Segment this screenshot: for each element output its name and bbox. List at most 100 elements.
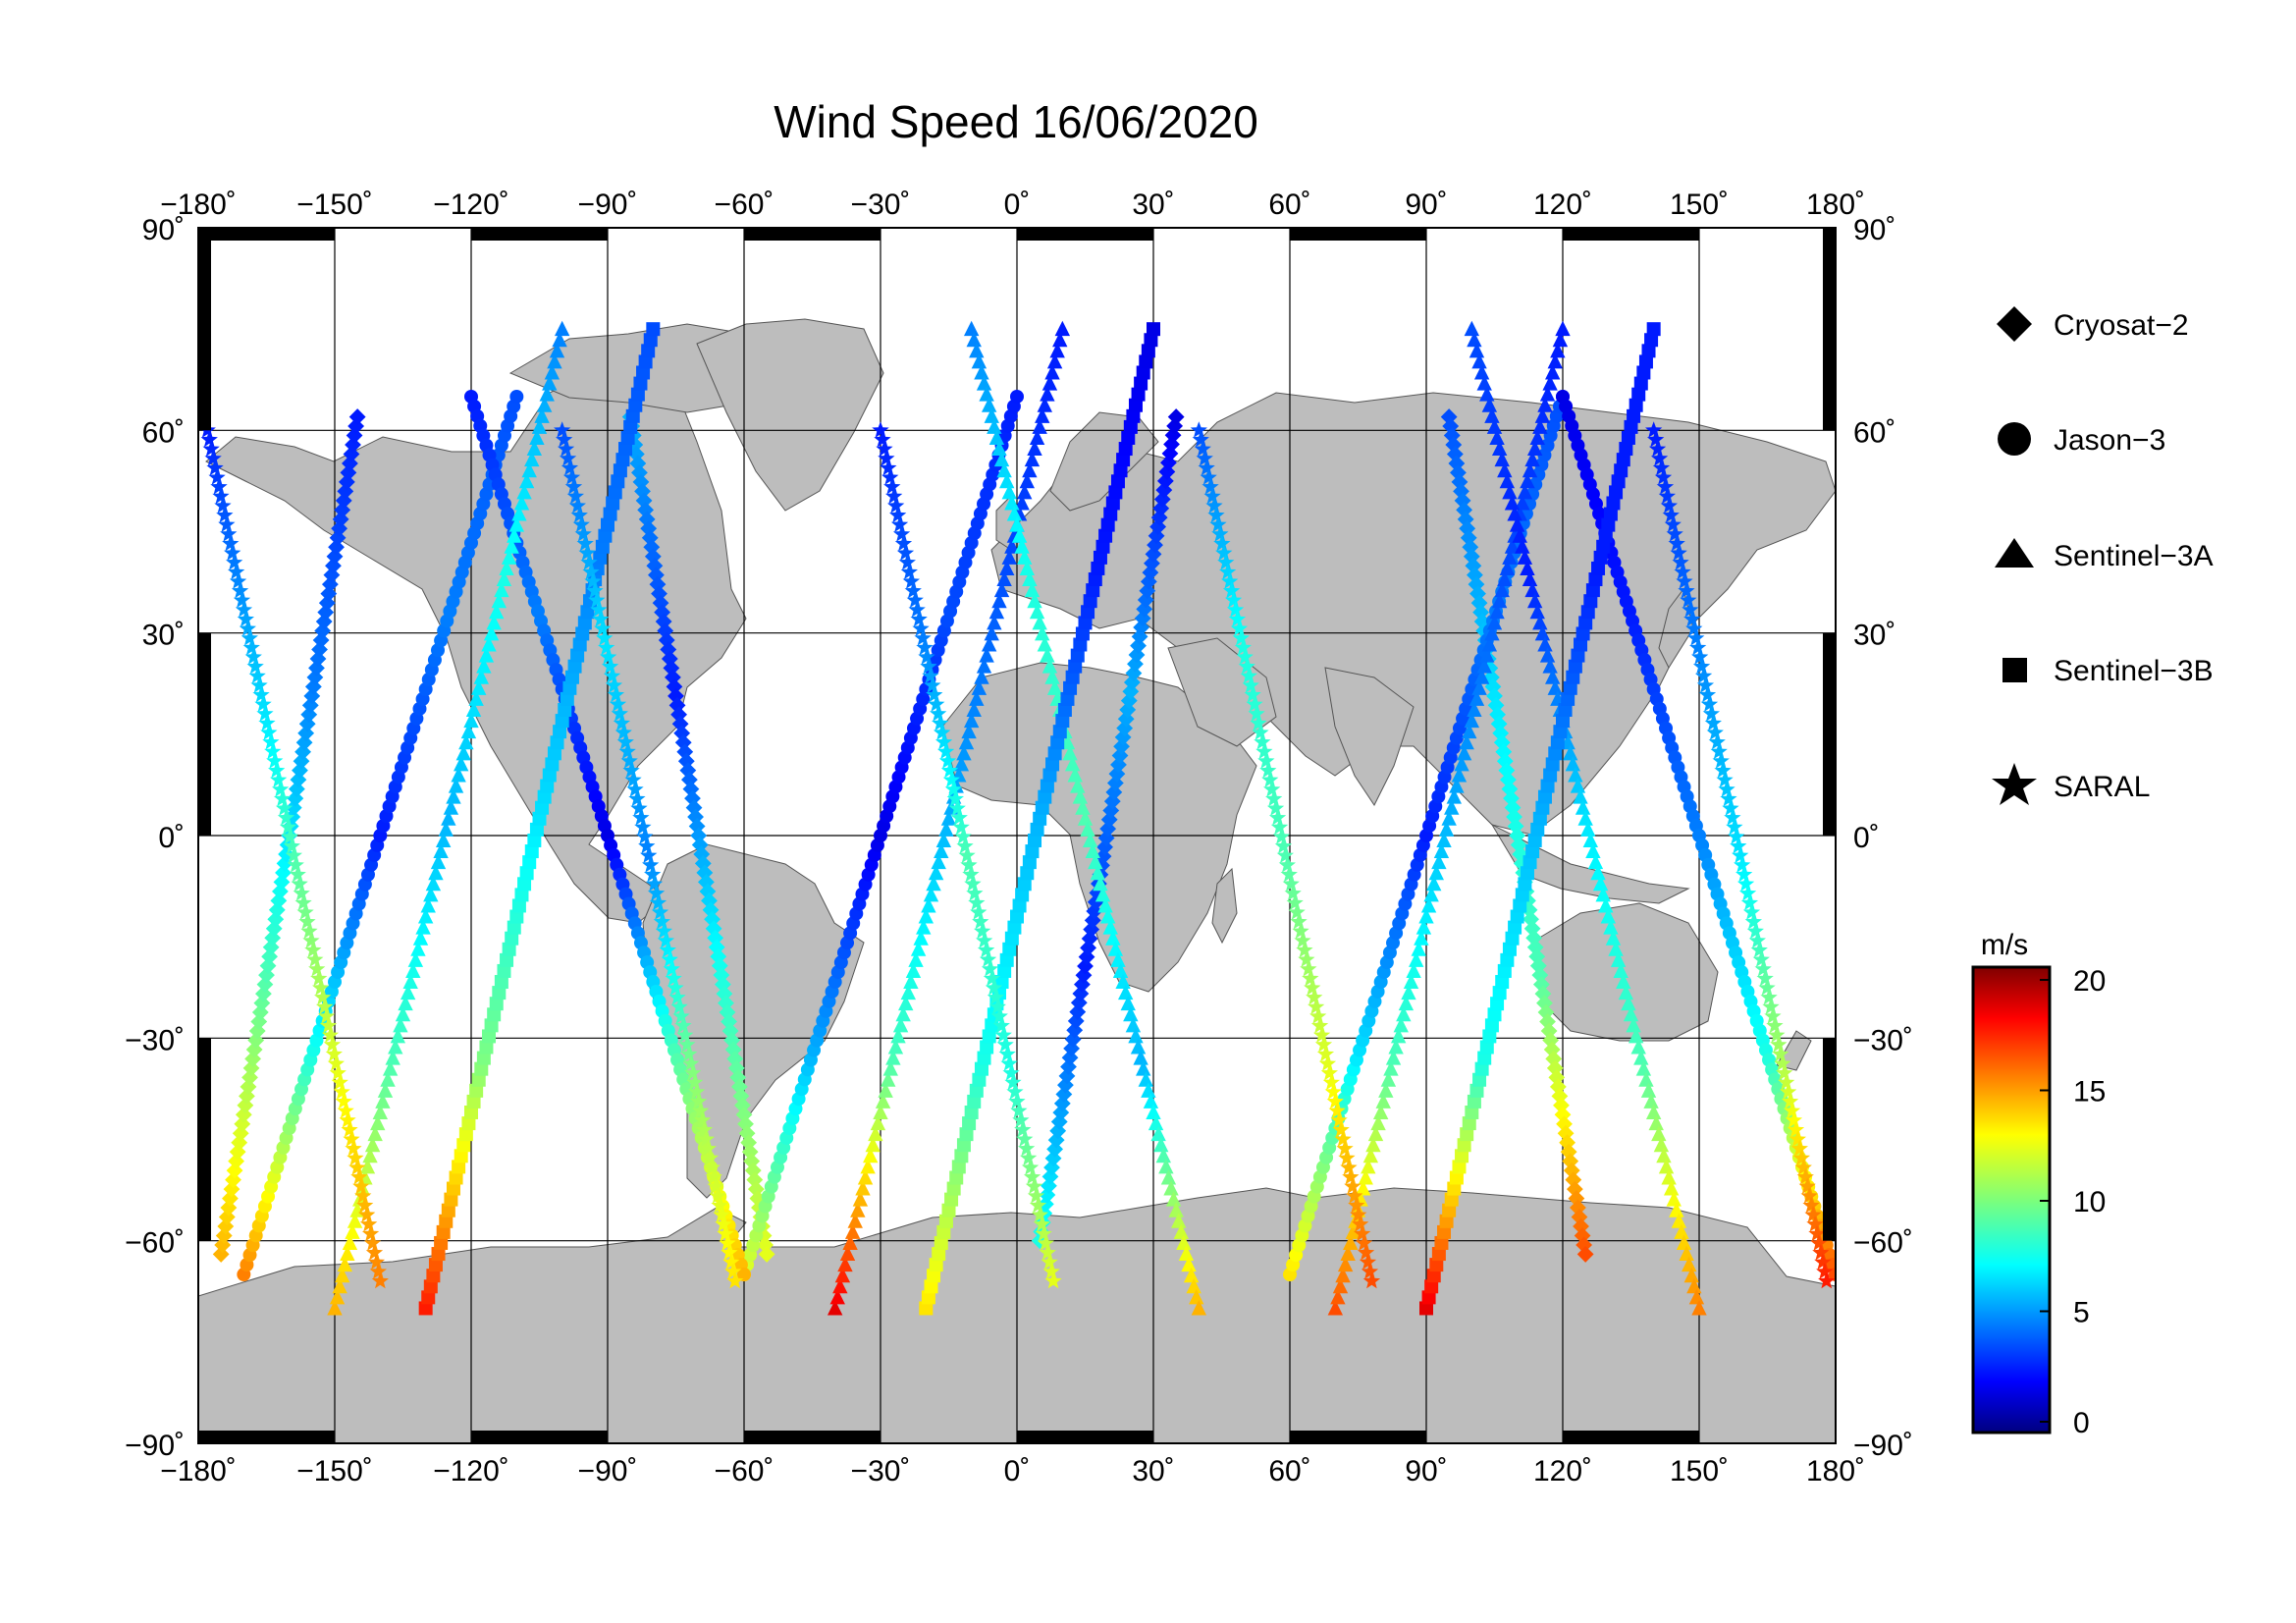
track-point-star: [343, 1130, 360, 1147]
track-point-square: [1429, 1258, 1444, 1272]
track-point-star: [719, 1234, 736, 1251]
track-point-star: [709, 1187, 726, 1204]
track-point-square: [567, 659, 582, 674]
track-point-square: [577, 616, 592, 630]
track-point-square: [1075, 626, 1090, 641]
track-point-triangle: [1473, 364, 1490, 380]
track-point-triangle: [435, 832, 452, 847]
track-point-triangle: [513, 495, 530, 511]
track-point-triangle: [1337, 1256, 1354, 1272]
track-point-star: [906, 591, 924, 608]
track-point-triangle: [1502, 549, 1518, 565]
track-point-square: [1035, 800, 1049, 815]
track-point-star: [936, 742, 955, 760]
track-point-triangle: [1001, 483, 1017, 500]
track-point-square: [1644, 333, 1659, 348]
map-frame: [197, 227, 1837, 1444]
track-point-star: [1752, 950, 1770, 967]
track-point-star: [341, 1120, 358, 1138]
track-point-star: [657, 932, 674, 948]
track-point-square: [951, 1160, 966, 1174]
track-point-triangle: [1486, 418, 1503, 434]
track-point-triangle: [1355, 1180, 1371, 1196]
track-point-square: [1543, 768, 1558, 783]
track-point-star: [1302, 969, 1319, 987]
track-point-triangle: [327, 1300, 343, 1316]
track-point-triangle: [1621, 995, 1636, 1011]
track-point-square: [1424, 1279, 1439, 1294]
track-point-square: [1633, 376, 1648, 391]
track-point-star: [981, 960, 999, 977]
track-point-star: [285, 846, 302, 863]
legend-item-saral: SARAL: [1992, 763, 2150, 805]
track-point-diamond: [1127, 655, 1144, 673]
track-point-square: [598, 528, 613, 543]
track-point-triangle: [1070, 778, 1086, 793]
track-point-square: [977, 1051, 991, 1065]
track-point-star: [331, 1073, 348, 1091]
track-point-square: [476, 1051, 491, 1065]
track-point-star: [586, 581, 604, 599]
track-point-square: [1073, 637, 1088, 652]
track-point-square: [1497, 963, 1512, 978]
track-point-square: [1103, 507, 1118, 521]
track-point-triangle: [1635, 1060, 1652, 1076]
track-point-triangle: [1526, 592, 1543, 609]
track-point-star: [1004, 1073, 1022, 1091]
longitude-tick-label: −90˚: [578, 189, 638, 221]
track-point-square: [638, 354, 653, 369]
track-point-square: [1095, 539, 1110, 554]
track-point-star: [574, 525, 592, 542]
track-point-square: [636, 365, 651, 380]
track-point-diamond: [1528, 947, 1546, 965]
track-point-square: [1025, 844, 1040, 859]
track-point-triangle: [1449, 778, 1465, 793]
track-point-star: [594, 620, 612, 636]
track-point-square: [1588, 572, 1603, 587]
track-point-triangle: [1385, 1050, 1402, 1065]
track-point-star: [655, 922, 672, 939]
track-point-star: [216, 506, 234, 523]
track-point-star: [248, 667, 266, 683]
track-point-star: [576, 534, 594, 552]
longitude-tick-label: −150˚: [296, 189, 373, 221]
track-point-square: [924, 1279, 938, 1294]
border-bar-right: [1823, 632, 1836, 836]
track-point-triangle: [860, 1158, 876, 1174]
track-point-star: [352, 1177, 370, 1194]
track-point-star: [663, 960, 680, 977]
track-point-triangle: [395, 1005, 411, 1022]
track-point-star: [246, 658, 264, 675]
track-point-triangle: [1468, 342, 1485, 358]
track-point-star: [1294, 932, 1311, 948]
track-point-star: [1322, 1073, 1340, 1091]
track-point-square: [1490, 997, 1505, 1011]
track-point-star: [1332, 1120, 1350, 1138]
track-point-star: [1255, 742, 1273, 760]
track-point-square: [456, 1138, 471, 1153]
track-point-square: [540, 779, 555, 793]
track-point-diamond: [1163, 436, 1180, 453]
track-point-star: [367, 1253, 386, 1270]
track-point-star: [1760, 989, 1778, 1005]
track-point-star: [1350, 1206, 1367, 1222]
legend-item-cryosat: Cryosat−2: [1997, 306, 2189, 342]
track-point-triangle: [1489, 429, 1505, 445]
track-point-star: [1730, 837, 1747, 854]
track-point-star: [371, 1271, 389, 1289]
track-point-star: [1728, 828, 1745, 844]
longitude-tick-label: 30˚: [1132, 189, 1174, 221]
track-point-star: [717, 1224, 734, 1242]
track-point-square: [1118, 442, 1133, 457]
border-bar-left: [198, 632, 211, 836]
track-point-diamond: [241, 1068, 258, 1086]
track-point-triangle: [529, 429, 545, 445]
track-point-triangle: [1415, 919, 1432, 935]
longitude-tick-label: −60˚: [715, 1455, 774, 1488]
track-point-triangle: [1115, 973, 1131, 990]
track-point-triangle: [463, 712, 479, 729]
track-point-square: [461, 1116, 476, 1131]
track-point-star: [954, 828, 972, 844]
track-point-triangle: [1436, 832, 1452, 847]
map-area: [197, 227, 1837, 1444]
